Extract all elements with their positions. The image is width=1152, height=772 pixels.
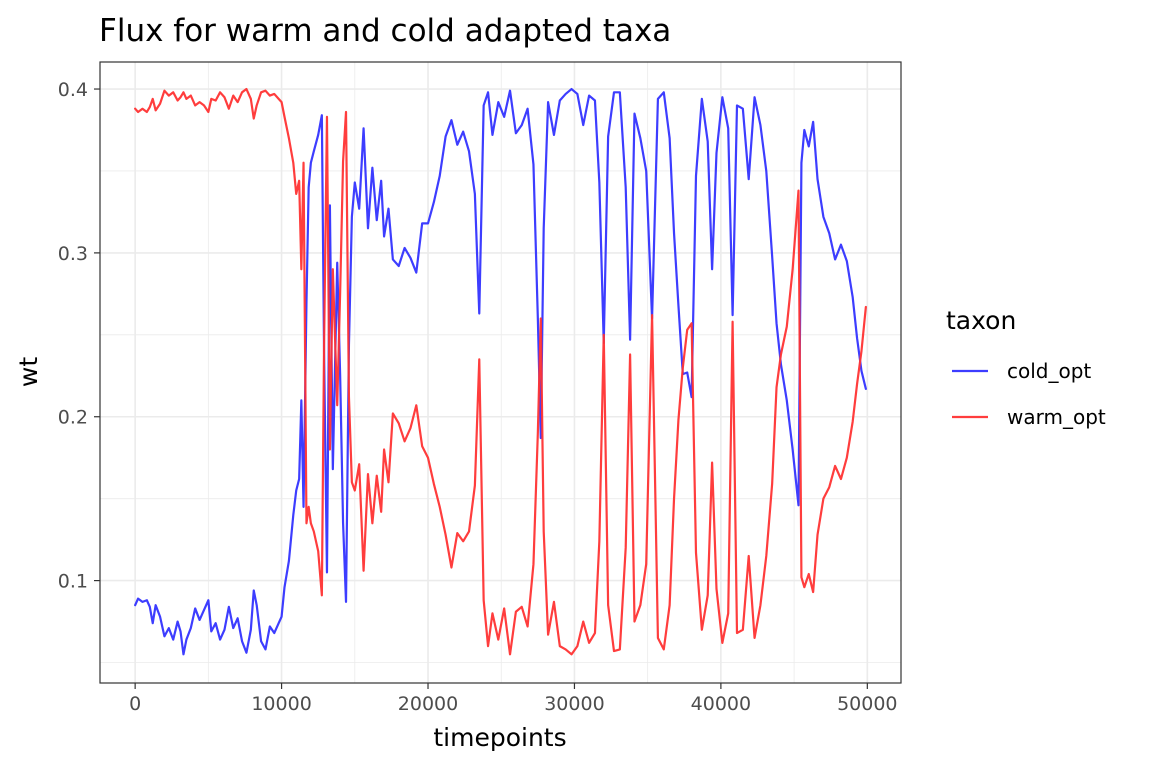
legend-title: taxon bbox=[946, 306, 1016, 335]
panel-background bbox=[100, 62, 901, 683]
legend-label: warm_opt bbox=[1007, 405, 1106, 429]
chart-title: Flux for warm and cold adapted taxa bbox=[99, 13, 671, 49]
y-tick-label: 0.2 bbox=[58, 407, 88, 429]
y-axis: 0.1 0.2 0.3 0.4 bbox=[58, 79, 100, 593]
y-axis-title: wt bbox=[14, 357, 43, 387]
x-axis-title: timepoints bbox=[433, 723, 566, 752]
series-line-warm-opt bbox=[134, 87, 867, 656]
panel-border bbox=[99, 61, 902, 684]
legend: taxon cold_opt warm_opt bbox=[946, 306, 1106, 429]
x-tick-label: 50000 bbox=[837, 693, 897, 715]
x-tick-label: 20000 bbox=[398, 693, 458, 715]
grid-major bbox=[100, 62, 901, 683]
y-tick-label: 0.4 bbox=[58, 79, 88, 101]
x-tick-label: 0 bbox=[129, 693, 141, 715]
series-layer bbox=[134, 87, 867, 656]
x-tick-label: 40000 bbox=[691, 693, 751, 715]
x-tick-label: 10000 bbox=[251, 693, 311, 715]
plot-panel bbox=[99, 61, 902, 684]
x-tick-label: 30000 bbox=[544, 693, 604, 715]
y-tick-label: 0.1 bbox=[58, 571, 88, 593]
x-axis: 0 10000 20000 30000 40000 50000 bbox=[129, 683, 898, 715]
legend-label: cold_opt bbox=[1007, 359, 1091, 383]
grid-minor bbox=[100, 62, 901, 683]
series-line-cold-opt bbox=[134, 87, 867, 656]
legend-items: cold_opt warm_opt bbox=[952, 359, 1106, 429]
y-tick-label: 0.3 bbox=[58, 243, 88, 265]
